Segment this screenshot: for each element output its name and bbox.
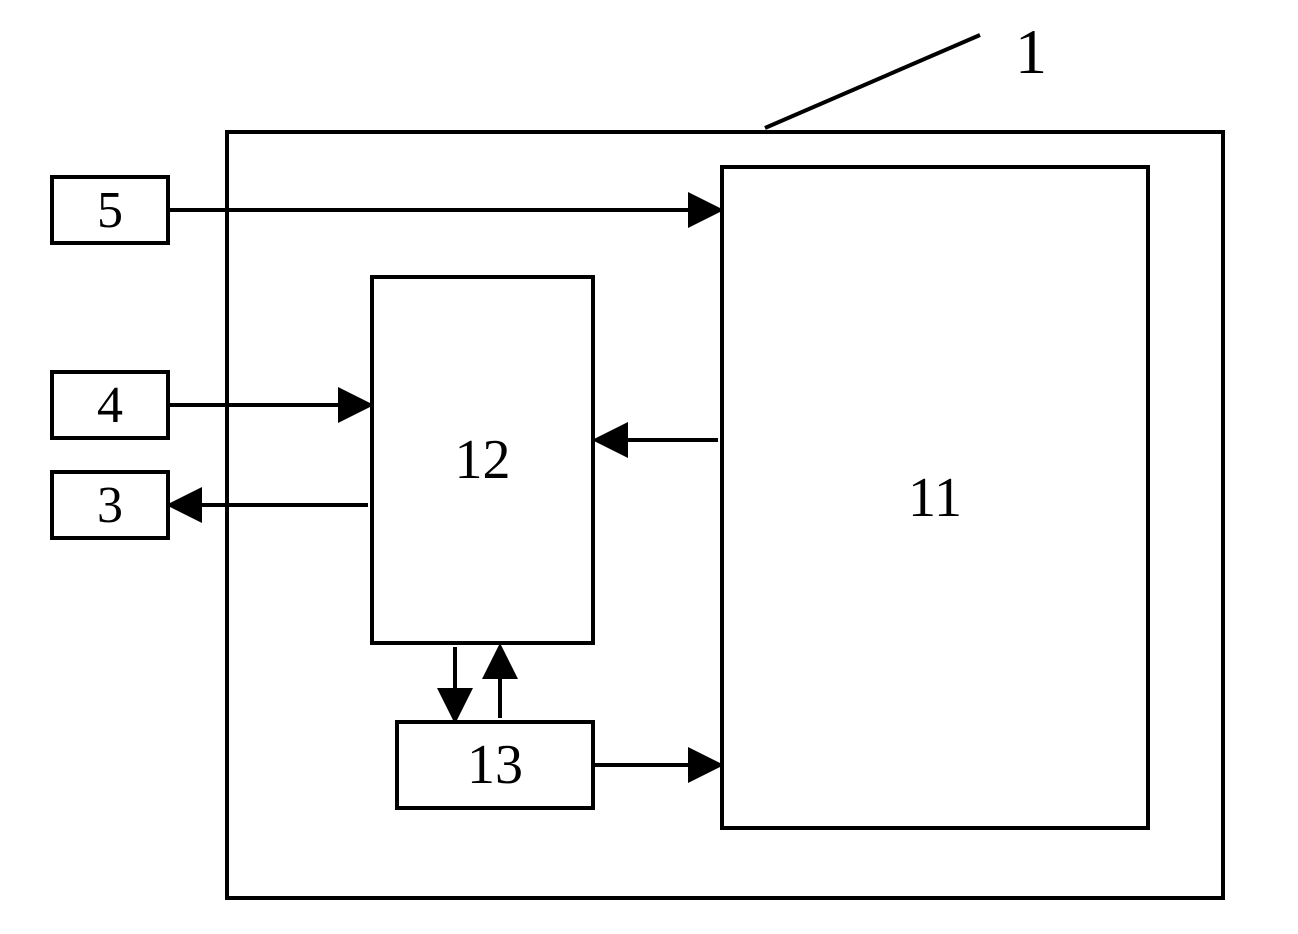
box-4: 4 bbox=[50, 370, 170, 440]
box-4-label: 4 bbox=[97, 376, 123, 435]
box-12-label: 12 bbox=[455, 428, 511, 492]
container-label: 1 bbox=[1015, 15, 1047, 89]
box-13: 13 bbox=[395, 720, 595, 810]
box-5: 5 bbox=[50, 175, 170, 245]
box-12: 12 bbox=[370, 275, 595, 645]
box-11-label: 11 bbox=[908, 466, 962, 530]
box-11: 11 bbox=[720, 165, 1150, 830]
box-5-label: 5 bbox=[97, 181, 123, 240]
box-3: 3 bbox=[50, 470, 170, 540]
callout-line bbox=[765, 35, 980, 128]
box-3-label: 3 bbox=[97, 476, 123, 535]
box-13-label: 13 bbox=[467, 733, 523, 797]
